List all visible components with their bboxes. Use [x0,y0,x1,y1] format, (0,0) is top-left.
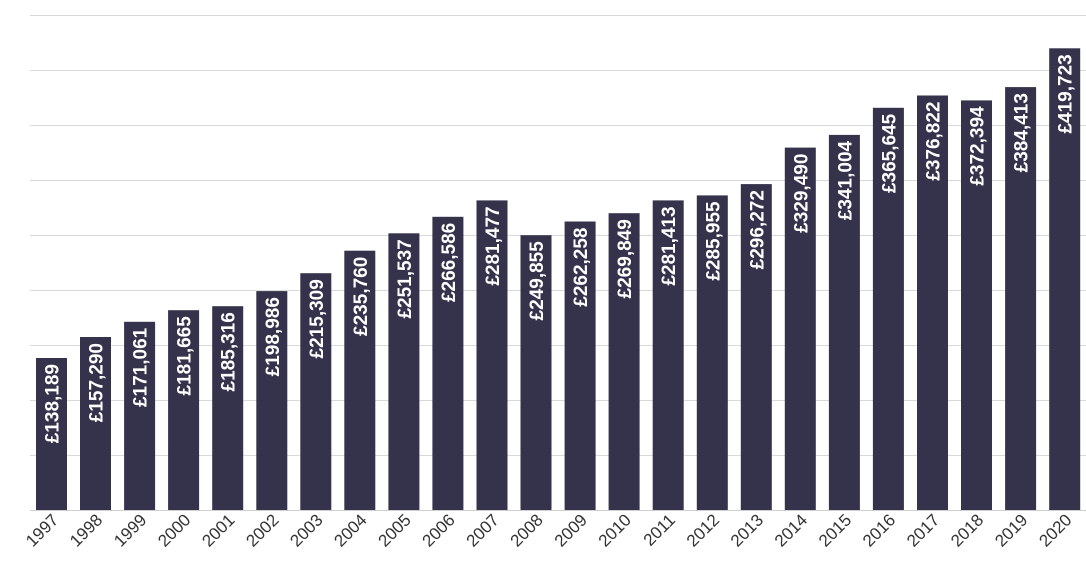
x-tick-2004: 2004 [330,510,370,550]
data-label-2002: £198,986 [263,297,284,376]
x-tick-2012: 2012 [683,510,723,550]
data-label-2018: £372,394 [968,106,989,186]
x-tick-2014: 2014 [771,510,811,550]
x-tick-2011: 2011 [640,510,679,549]
x-tick-2016: 2016 [859,510,899,550]
bar-2006 [432,216,464,511]
data-label-2015: £341,004 [835,140,856,220]
x-tick-2005: 2005 [375,510,415,550]
data-label-2011: £281,413 [659,206,680,285]
x-tick-2015: 2015 [815,510,855,550]
bar-2016 [872,107,904,511]
data-label-2009: £262,258 [571,228,592,307]
data-label-2014: £329,490 [791,154,812,233]
x-tick-labels: 1997 1998 1999 2000 2001 2002 2003 2004 2005 2006… [22,510,1075,550]
bar-2004 [344,250,376,510]
x-tick-2001: 2001 [198,510,238,550]
bar-2003 [300,273,332,510]
bar-2015 [828,134,860,510]
data-label-2008: £249,855 [527,241,548,321]
data-label-1998: £157,290 [87,343,108,422]
x-tick-2006: 2006 [419,510,459,550]
data-label-2001: £185,316 [219,312,240,391]
bar-2010 [608,213,640,510]
data-label-2003: £215,309 [307,279,328,358]
data-label-2019: £384,413 [1012,93,1033,172]
bar-2002 [256,291,288,510]
bar-2013 [740,184,772,510]
bar-2014 [784,147,816,510]
x-tick-2013: 2013 [727,510,767,550]
data-label-2016: £365,645 [879,113,900,193]
data-label-2012: £285,955 [703,201,724,281]
x-tick-1999: 1999 [110,510,150,550]
bar-2020 [1049,48,1081,511]
x-tick-1997: 1997 [22,510,62,550]
bar-1998 [80,337,111,510]
bar-2005 [388,233,420,511]
bar-2017 [917,95,948,510]
x-tick-2010: 2010 [595,510,635,550]
x-tick-2003: 2003 [286,510,326,550]
data-label-2006: £266,586 [439,223,460,302]
data-label-1999: £171,061 [131,327,152,407]
bar-2018 [961,100,992,511]
x-tick-2018: 2018 [947,510,987,550]
bar-1997 [36,358,67,510]
gridlines [30,15,1086,511]
x-tick-2002: 2002 [242,510,282,550]
data-label-2017: £376,822 [924,102,945,181]
data-label-2020: £419,723 [1056,54,1077,133]
bar-2012 [696,195,728,510]
data-labels: £138,189 £157,290 £171,061 £181,665 £185,316… [43,54,1077,443]
bar-2000 [168,310,200,510]
bar-2011 [652,200,684,510]
x-tick-2007: 2007 [463,510,503,550]
x-tick-2000: 2000 [154,510,194,550]
x-tick-2019: 2019 [991,510,1031,550]
data-label-2005: £251,537 [395,239,416,318]
x-tick-2020: 2020 [1035,510,1075,550]
x-tick-2008: 2008 [507,510,547,550]
data-label-1997: £138,189 [43,364,64,443]
data-label-2004: £235,760 [351,257,372,336]
bar-2001 [212,306,244,510]
data-label-2007: £281,477 [483,206,504,285]
bar-2007 [476,200,508,510]
data-label-2010: £269,849 [615,219,636,298]
x-tick-2017: 2017 [903,510,943,550]
bar-2019 [1005,87,1037,510]
x-tick-1998: 1998 [66,510,106,550]
bar-2008 [520,235,552,510]
data-label-2000: £181,665 [175,316,196,396]
x-tick-2009: 2009 [551,510,591,550]
bar-1999 [124,321,156,510]
bar-2009 [564,221,596,510]
bars [36,48,1081,511]
data-label-2013: £296,272 [747,190,768,269]
